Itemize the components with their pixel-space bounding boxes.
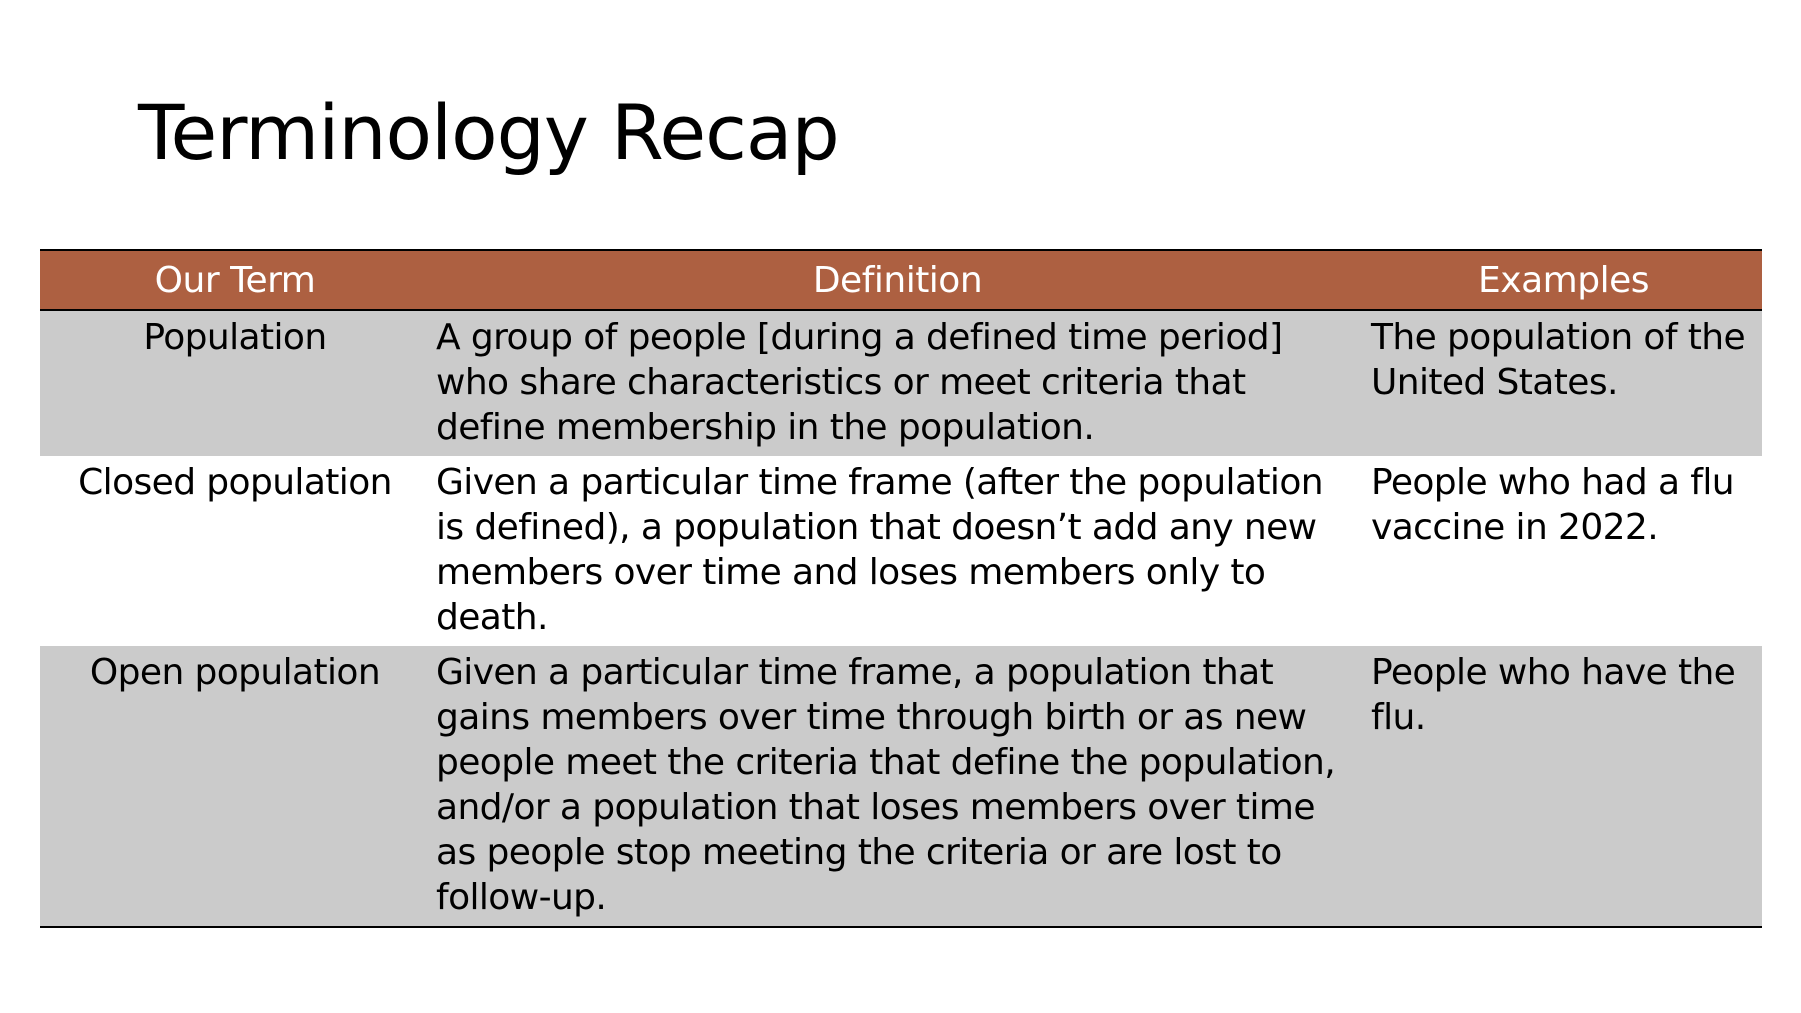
- table-row-population: Population A group of people [during a d…: [40, 310, 1762, 456]
- example-cell: People who had a flu vaccine in 2022.: [1371, 462, 1735, 548]
- slide-title: Terminology Recap: [138, 88, 840, 177]
- definition-cell: A group of people [during a defined time…: [430, 310, 1365, 456]
- table-header-row: Our Term Definition Examples: [40, 250, 1762, 311]
- header-definition: Definition: [430, 250, 1365, 311]
- terminology-table: Our Term Definition Examples Population …: [40, 249, 1762, 928]
- term-cell: Open population: [40, 646, 430, 927]
- header-our-term: Our Term: [40, 250, 430, 311]
- example-cell: The population of the United States.: [1365, 310, 1762, 456]
- term-cell: Population: [40, 310, 430, 456]
- definition-cell: Given a particular time frame, a populat…: [430, 646, 1365, 927]
- term-cell: Closed population: [78, 462, 392, 503]
- header-examples: Examples: [1365, 250, 1762, 311]
- example-cell: People who have the flu.: [1365, 646, 1762, 927]
- table-row-closed-population: Closed population Given a particular tim…: [40, 456, 1762, 646]
- definition-cell: Given a particular time frame (after the…: [436, 462, 1324, 638]
- table-row-open-population: Open population Given a particular time …: [40, 646, 1762, 927]
